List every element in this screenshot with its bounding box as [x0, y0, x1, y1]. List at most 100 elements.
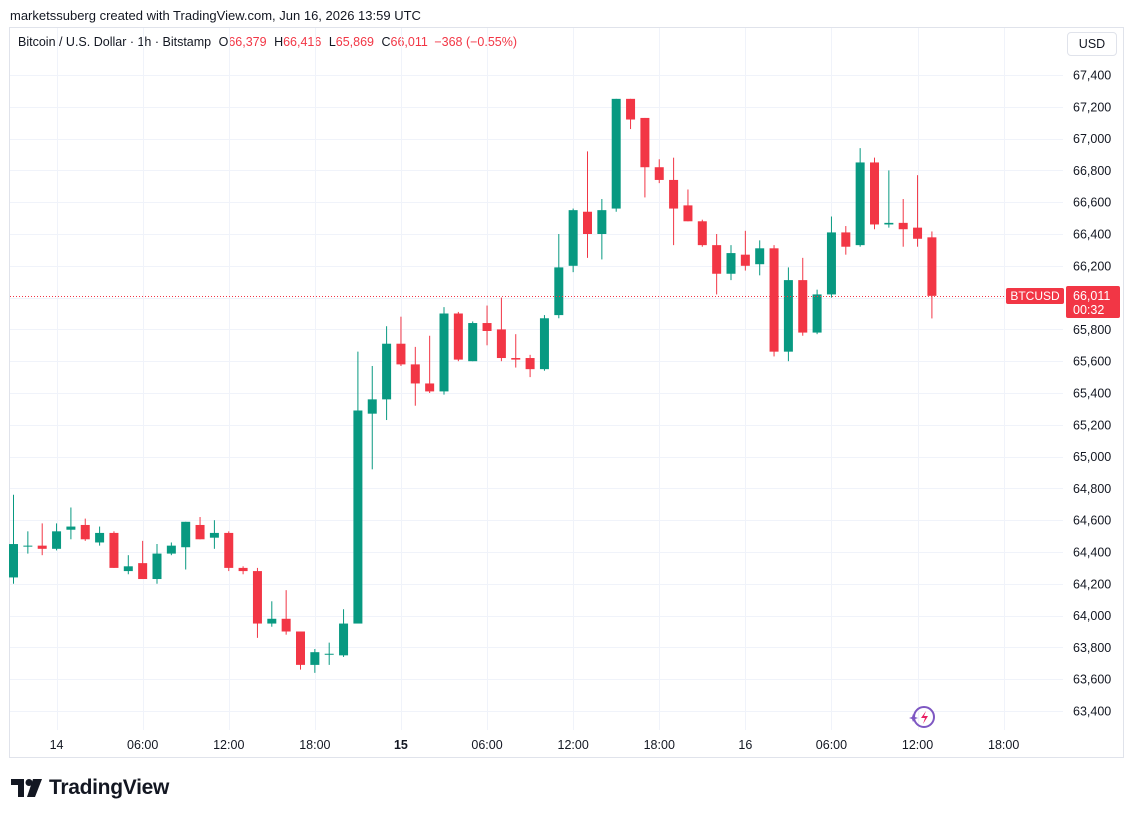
- candle-down: [296, 631, 305, 670]
- candle-down: [583, 151, 592, 258]
- candle-body: [611, 98, 621, 209]
- price-tick-label: 66,400: [1073, 228, 1111, 242]
- candle-down: [224, 531, 234, 572]
- candle-up: [123, 555, 133, 575]
- price-tick-label: 65,400: [1073, 387, 1111, 401]
- candle-body: [367, 399, 377, 414]
- candle-body: [281, 618, 291, 632]
- time-axis[interactable]: 14 06:00 12:00 18:00 15 06:00 12:00 18:00 16 06:0…: [50, 738, 1020, 752]
- price-tick-label: 64,600: [1073, 514, 1111, 528]
- close-value: 66,011: [390, 35, 428, 49]
- candle-up: [812, 289, 822, 335]
- candle-body: [52, 531, 62, 549]
- candle-body: [310, 652, 320, 665]
- candle-down: [669, 157, 679, 246]
- candle-up: [95, 526, 105, 546]
- candle-body: [583, 211, 592, 234]
- change-value: −368 (−0.55%): [434, 35, 518, 49]
- sparkle-icon[interactable]: [909, 706, 935, 728]
- candle-up: [884, 170, 894, 228]
- time-tick-label: 12:00: [902, 738, 933, 752]
- time-tick-label: 18:00: [299, 738, 330, 752]
- candle-up: [439, 307, 449, 395]
- candle-body: [152, 553, 162, 580]
- candle-down: [525, 354, 535, 378]
- candle-body: [783, 280, 793, 352]
- price-tick-label: 63,600: [1073, 673, 1111, 687]
- candle-down: [138, 540, 148, 580]
- candle-body: [66, 526, 76, 530]
- symbol-description[interactable]: Bitcoin / U.S. Dollar · 1h · Bitstamp: [18, 35, 212, 49]
- candle-body: [296, 631, 305, 665]
- candles: [9, 98, 937, 673]
- price-axis[interactable]: 63,400 63,600 63,800 64,000 64,200 64,400 64,6…: [1073, 69, 1111, 719]
- price-tick-label: 64,200: [1073, 577, 1111, 591]
- candle-body: [826, 232, 836, 295]
- price-tick-label: 65,800: [1073, 323, 1111, 337]
- close-label: C: [381, 35, 391, 49]
- candle-down: [453, 311, 463, 362]
- candle-down: [195, 517, 205, 540]
- candle-body: [396, 343, 406, 365]
- candle-body: [238, 567, 248, 572]
- candle-up: [611, 98, 621, 212]
- tradingview-wordmark: TradingView: [49, 776, 170, 799]
- candle-up: [826, 216, 836, 298]
- grid-lines: [10, 28, 1063, 730]
- candle-body: [468, 323, 478, 362]
- candle-body: [9, 544, 18, 578]
- candle-body: [95, 532, 105, 543]
- candle-body: [425, 383, 435, 392]
- currency-button[interactable]: USD: [1067, 32, 1117, 56]
- candle-down: [511, 334, 521, 368]
- time-tick-label: 16: [738, 738, 752, 752]
- candle-down: [898, 199, 908, 247]
- candle-up: [339, 609, 349, 657]
- candle-up: [9, 494, 18, 584]
- candle-body: [554, 267, 564, 316]
- time-tick-label: 06:00: [816, 738, 847, 752]
- candle-down: [425, 335, 435, 393]
- candle-body: [252, 571, 262, 624]
- candle-up: [568, 208, 578, 273]
- time-tick-label: 15: [394, 738, 408, 752]
- candle-down: [396, 316, 406, 366]
- candle-up: [855, 148, 865, 247]
- candle-body: [496, 329, 506, 359]
- price-tick-label: 67,000: [1073, 132, 1111, 146]
- chart-credit: marketssuberg created with TradingView.c…: [10, 8, 421, 23]
- candle-down: [496, 297, 506, 362]
- candle-body: [855, 162, 865, 246]
- candle-up: [152, 544, 162, 584]
- ticker-tag: BTCUSD: [1010, 289, 1060, 303]
- candle-body: [123, 566, 133, 572]
- candle-body: [640, 117, 650, 168]
- symbol-legend: Bitcoin / U.S. Dollar · 1h · Bitstamp O6…: [18, 35, 517, 49]
- candle-up: [66, 507, 76, 540]
- chart-frame[interactable]: [9, 27, 1124, 758]
- candle-down: [740, 230, 750, 271]
- open-value: 66,379: [228, 35, 267, 49]
- price-tag-bg: [1066, 286, 1120, 318]
- tradingview-logo[interactable]: TradingView: [11, 776, 169, 800]
- low-label: L: [328, 35, 336, 49]
- price-tick-label: 66,200: [1073, 259, 1111, 273]
- candle-body: [166, 545, 176, 554]
- candle-body: [539, 318, 549, 370]
- candle-body: [870, 162, 879, 225]
- candle-body: [755, 248, 765, 265]
- candle-down: [640, 117, 650, 198]
- candle-body: [267, 618, 277, 624]
- candle-down: [683, 189, 693, 222]
- candle-body: [324, 653, 334, 655]
- candle-body: [740, 254, 750, 266]
- candle-body: [439, 313, 449, 392]
- candle-body: [382, 343, 392, 400]
- candle-body: [109, 532, 119, 568]
- candle-body: [898, 222, 908, 230]
- high-label: H: [274, 35, 284, 49]
- candle-down: [870, 157, 879, 230]
- candle-body: [138, 563, 148, 580]
- candle-body: [195, 524, 205, 540]
